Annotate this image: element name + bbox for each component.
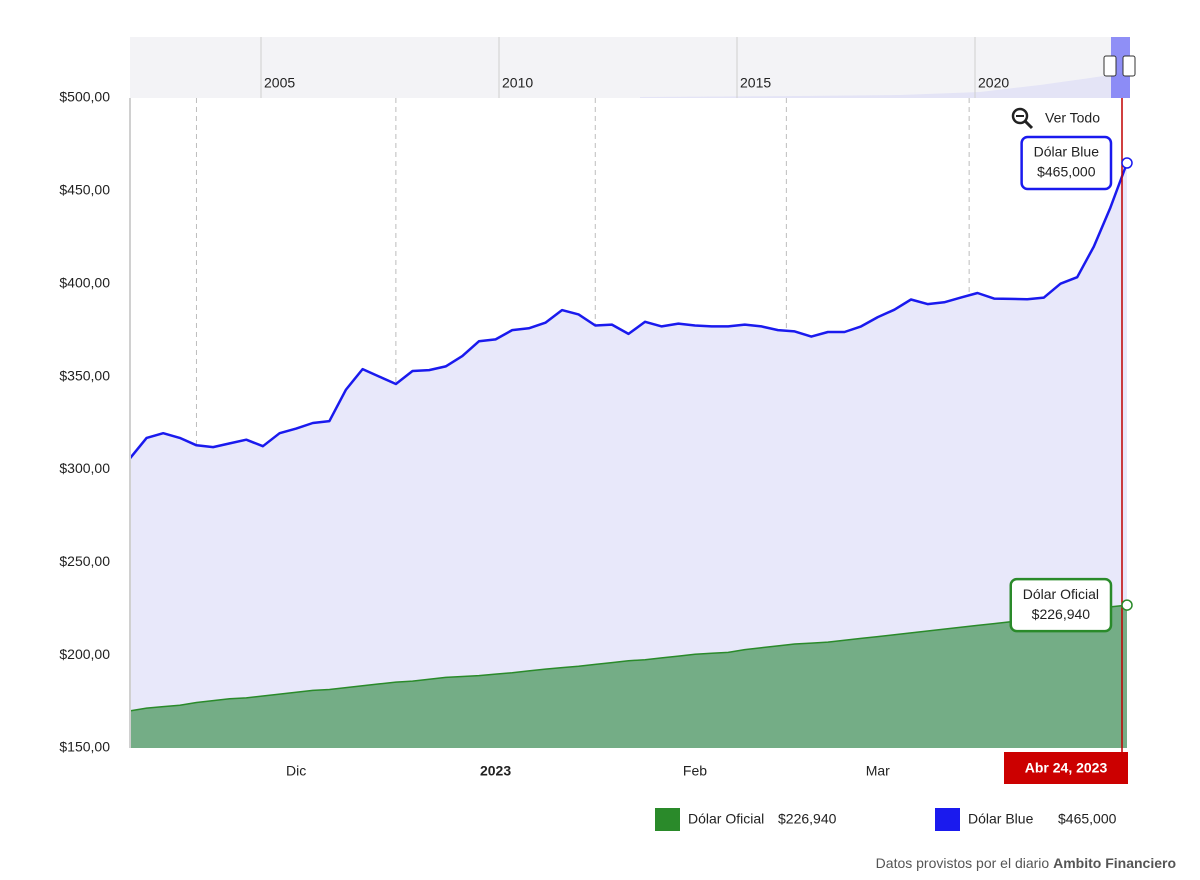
x-range-flag: Abr 24, 2023 — [1004, 752, 1128, 784]
navigator-handle[interactable] — [1103, 55, 1117, 77]
legend-label: Dólar Blue — [968, 811, 1034, 827]
legend-item[interactable]: Dólar Blue $465,000 — [935, 808, 1117, 831]
legend-swatch — [935, 808, 960, 831]
area-fill — [130, 163, 1127, 748]
x-range-flag-box — [1004, 752, 1128, 784]
point-marker — [1121, 599, 1133, 611]
zoom-icon — [1011, 107, 1029, 125]
navigator-label: 2005 — [264, 75, 295, 91]
tooltip: Dólar Oficial $226,940 — [1009, 577, 1113, 633]
navigator-label: 2020 — [978, 75, 1009, 91]
tooltip-value: $465,000 — [1037, 164, 1096, 180]
legend-label: Dólar Oficial — [688, 811, 764, 827]
navigator-selection[interactable] — [1111, 37, 1130, 98]
tooltip-value: $226,940 — [1032, 606, 1091, 622]
tooltip-box — [1009, 577, 1113, 633]
y-tick-label: $250,00 — [59, 553, 110, 569]
x-range-flag-label: Abr 24, 2023 — [1025, 760, 1108, 776]
navigator-background — [130, 37, 1130, 98]
navigator-series — [640, 72, 1130, 98]
y-tick-label: $400,00 — [59, 274, 110, 290]
x-tick-label: Feb — [683, 763, 707, 779]
zoom-button[interactable]: Ver Todo — [1011, 107, 1100, 130]
y-tick-label: $300,00 — [59, 460, 110, 476]
legend-swatch — [655, 808, 680, 831]
y-tick-label: $500,00 — [59, 89, 110, 105]
tooltip-name: Dólar Blue — [1034, 144, 1100, 160]
legend-value: $226,940 — [778, 811, 837, 827]
line — [129, 604, 1128, 712]
y-tick-label: $200,00 — [59, 646, 110, 662]
x-tick-label: Dic — [286, 763, 306, 779]
tooltip-box — [1020, 135, 1113, 191]
legend-item[interactable]: Dólar Oficial $226,940 — [655, 808, 837, 831]
point-marker — [1121, 157, 1133, 169]
tooltip: Dólar Blue $465,000 — [1020, 135, 1113, 191]
area-fill — [130, 605, 1127, 748]
x-tick-label: Mar — [866, 763, 890, 779]
source-note: Datos provistos por el diario Ambito Fin… — [876, 855, 1176, 871]
y-tick-label: $150,00 — [59, 739, 110, 755]
line — [129, 162, 1129, 460]
source-text: Datos provistos por el diario — [876, 855, 1050, 871]
y-tick-label: $350,00 — [59, 367, 110, 383]
y-tick-label: $450,00 — [59, 182, 110, 198]
zoom-button-label[interactable]: Ver Todo — [1045, 110, 1100, 126]
tooltip-name: Dólar Oficial — [1023, 586, 1099, 602]
navigator-label: 2015 — [740, 75, 771, 91]
source-name: Ambito Financiero — [1053, 855, 1176, 871]
legend-value: $465,000 — [1058, 811, 1117, 827]
navigator-handle[interactable] — [1122, 55, 1136, 77]
x-tick-label: 2023 — [480, 763, 511, 779]
navigator-label: 2010 — [502, 75, 533, 91]
zoom-icon — [1023, 119, 1034, 130]
